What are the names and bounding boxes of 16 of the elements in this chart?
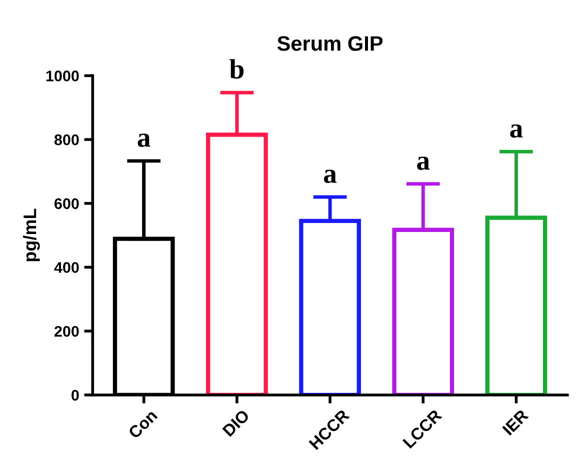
y-axis-title: pg/mL	[22, 208, 40, 262]
annotation: a	[324, 170, 337, 184]
x-tick-label: IER	[502, 408, 529, 436]
x-tick-label: DIO	[222, 408, 250, 437]
y-tick-label: 800	[54, 134, 79, 146]
annotation: a	[138, 134, 150, 147]
y-tick-label: 600	[54, 198, 79, 210]
chart-title: Serum GIP	[277, 36, 383, 51]
y-tick-label: 400	[54, 262, 79, 273]
annotation: b	[230, 59, 244, 79]
annotation: a	[417, 156, 430, 170]
y-tick-label: 0	[72, 390, 79, 401]
x-tick-label: Con	[128, 409, 158, 440]
annotation: a	[510, 124, 523, 138]
y-tick-label: 200	[54, 326, 79, 337]
y-tick-label: 1000	[46, 70, 79, 82]
